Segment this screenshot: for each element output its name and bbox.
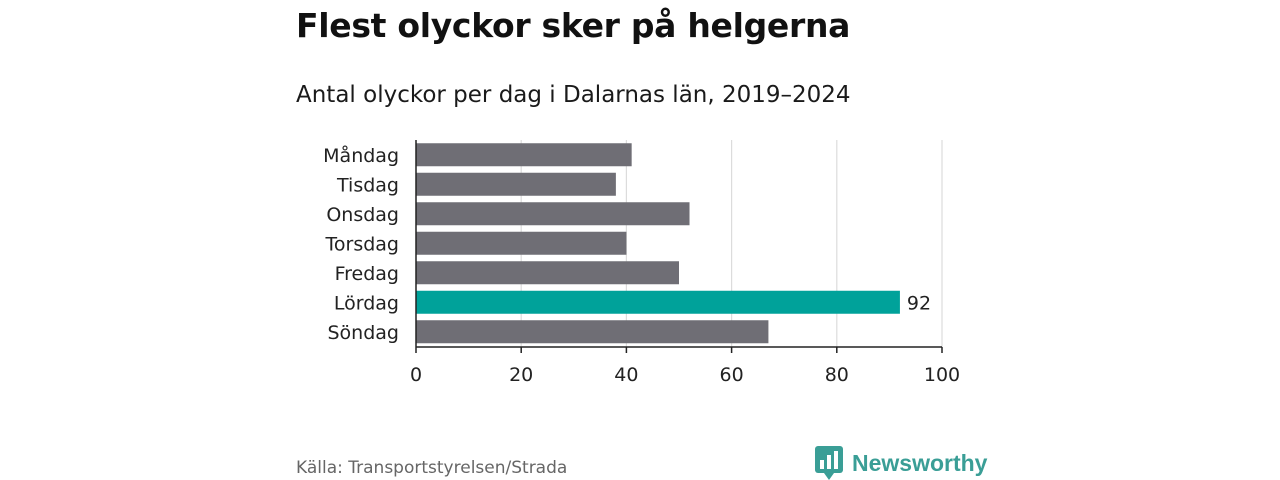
- bar: [416, 202, 690, 226]
- x-tick-label: 100: [924, 364, 960, 386]
- bar: [416, 261, 679, 285]
- category-label: Lördag: [334, 292, 399, 314]
- bar: [416, 290, 900, 314]
- brand-logo: Newsworthy: [815, 446, 987, 480]
- x-tick-label: 60: [720, 364, 744, 386]
- x-tick-label: 80: [825, 364, 849, 386]
- bar-chart: Måndag Tisdag Onsdag Torsdag Fredag Lördag Sön…: [323, 140, 960, 386]
- category-label: Torsdag: [325, 233, 399, 255]
- category-label: Onsdag: [326, 204, 399, 226]
- chart-title: Flest olyckor sker på helgerna: [296, 6, 851, 45]
- bar: [416, 320, 769, 344]
- bar: [416, 231, 627, 255]
- category-label: Fredag: [335, 263, 399, 285]
- category-label: Måndag: [323, 144, 399, 167]
- bar: [416, 172, 616, 196]
- newsworthy-chart-bubble-icon: [815, 446, 843, 480]
- category-label: Tisdag: [336, 174, 399, 196]
- source-note: Källa: Transportstyrelsen/Strada: [296, 458, 568, 478]
- x-tick-label: 20: [509, 364, 533, 386]
- bar: [416, 143, 632, 167]
- brand-name: Newsworthy: [852, 449, 988, 476]
- data-label: 92: [907, 292, 931, 314]
- category-label: Söndag: [328, 322, 400, 344]
- x-tick-label: 0: [410, 364, 422, 386]
- chart-subtitle: Antal olyckor per dag i Dalarnas län, 20…: [296, 82, 851, 108]
- x-tick-label: 40: [614, 364, 638, 386]
